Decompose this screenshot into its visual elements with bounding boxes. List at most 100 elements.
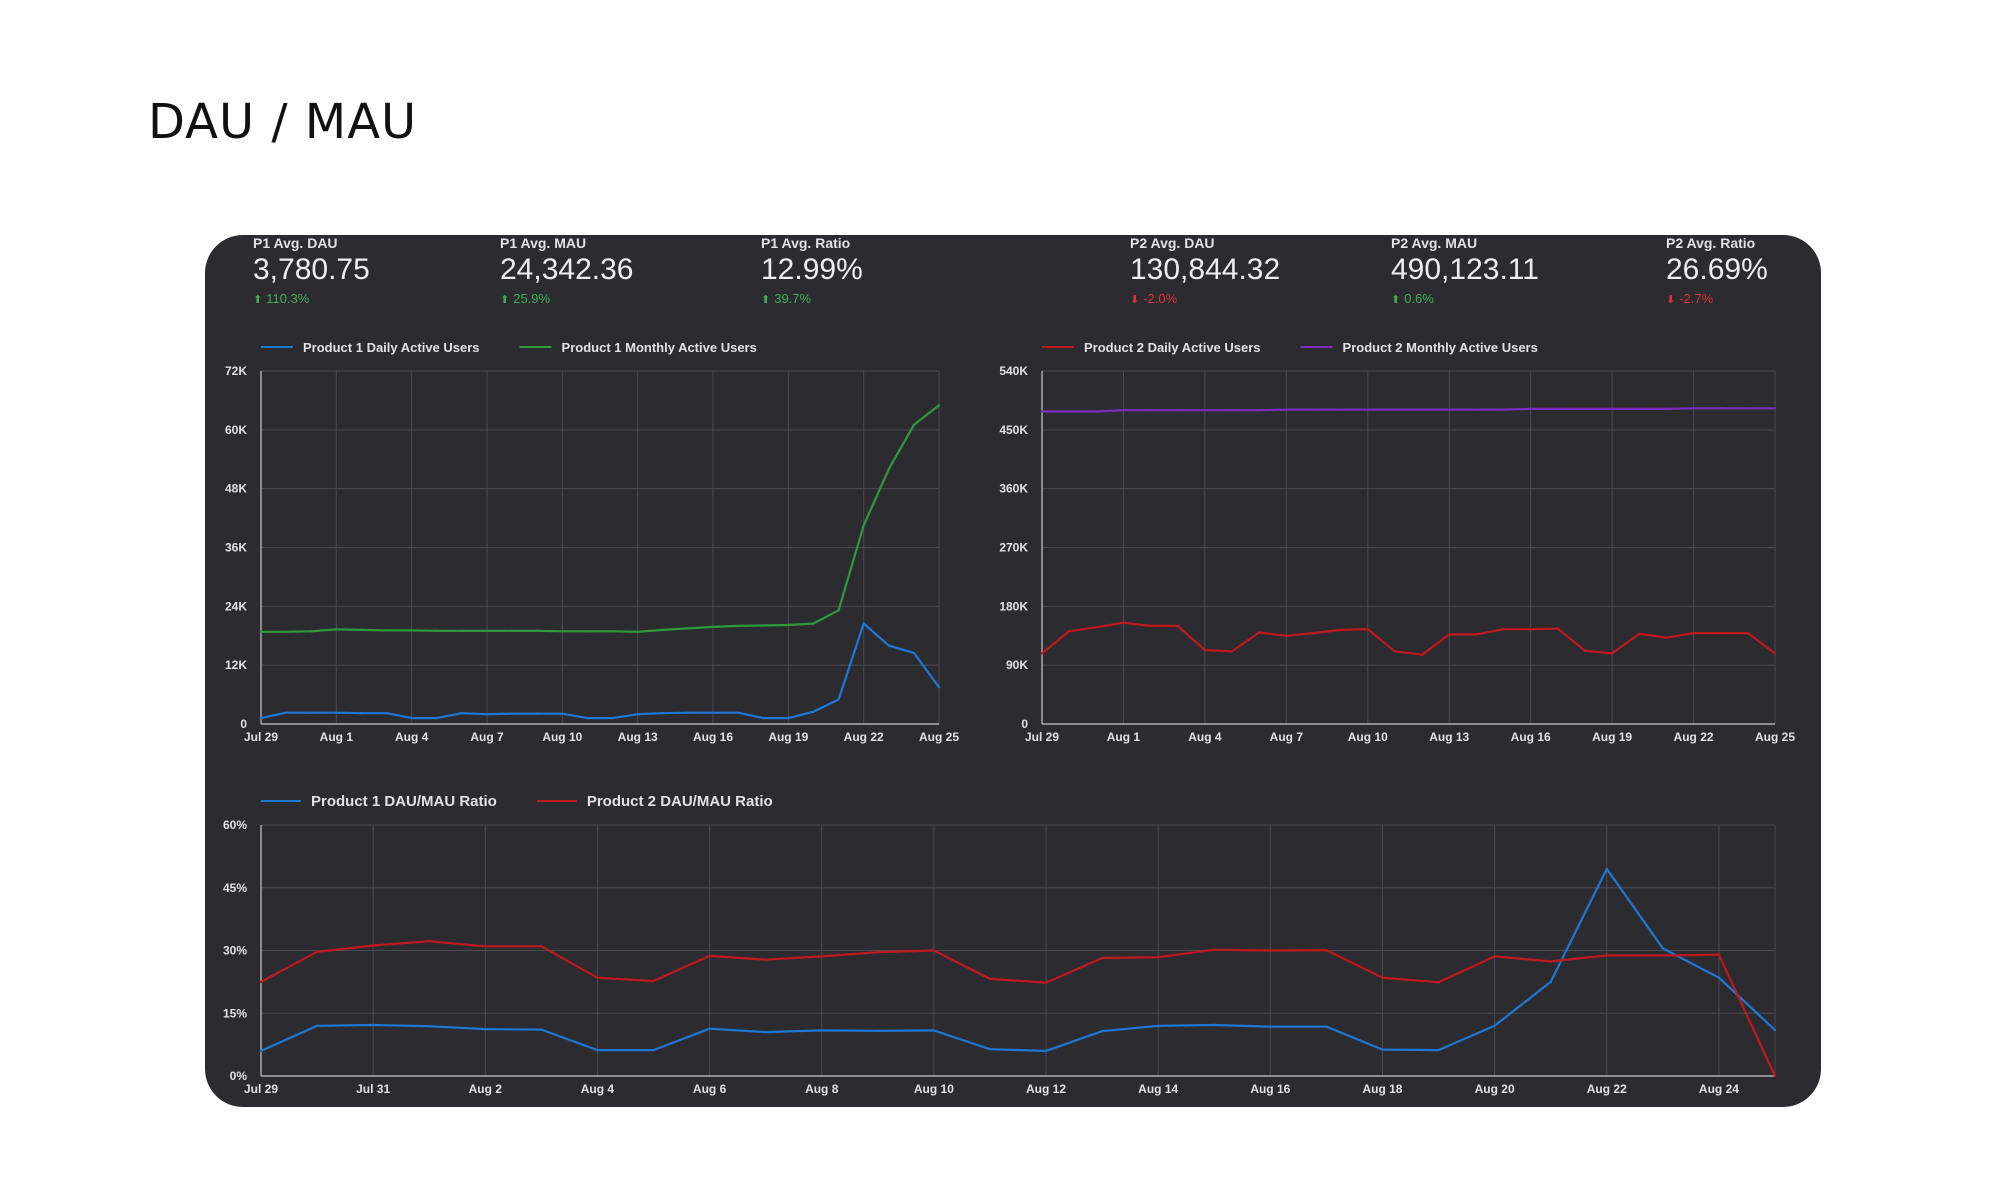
data-point [686, 627, 690, 630]
data-point [1176, 624, 1179, 628]
data-point [1156, 955, 1160, 959]
data-point [611, 716, 614, 720]
data-point [335, 711, 338, 714]
data-point [536, 629, 539, 633]
data-point [259, 1049, 263, 1053]
y-tick-label: 24K [225, 599, 247, 613]
data-point [536, 712, 539, 715]
data-point [315, 1024, 319, 1027]
data-point [876, 1029, 880, 1033]
x-tick-label: Aug 4 [395, 730, 429, 744]
data-point [1746, 631, 1750, 635]
data-point [1230, 409, 1234, 412]
data-point [661, 712, 664, 715]
x-tick-label: Aug 16 [1250, 1082, 1290, 1096]
data-point [1325, 1025, 1328, 1028]
data-point [1529, 628, 1532, 631]
data-point [1692, 631, 1695, 635]
data-point [611, 630, 614, 633]
data-point [1366, 408, 1369, 411]
data-point [661, 628, 664, 632]
data-point [259, 980, 263, 984]
data-point [1692, 407, 1695, 410]
kpi-delta: ⬆ 0.6% [1391, 291, 1434, 306]
data-point [1448, 633, 1451, 636]
data-point [1257, 631, 1261, 634]
y-tick-label: 180K [999, 599, 1028, 613]
data-point [284, 630, 288, 634]
data-point [787, 716, 790, 720]
data-point [1773, 1074, 1777, 1078]
data-point [1095, 626, 1098, 629]
dashboard-panel: P1 Avg. DAU 3,780.75 ⬆ 110.3% P1 Avg. MAU… [205, 235, 1821, 1107]
data-point [887, 467, 890, 471]
y-tick-label: 0 [240, 717, 247, 731]
data-point [988, 1048, 992, 1051]
data-point [887, 644, 890, 647]
kpi-label: P1 Avg. MAU [500, 235, 587, 251]
data-point [1773, 652, 1777, 655]
data-point [764, 958, 767, 961]
x-tick-label: Aug 2 [469, 1082, 503, 1096]
data-point [1040, 410, 1044, 413]
kpi-delta-value: -2.0% [1143, 291, 1178, 306]
data-point [485, 629, 489, 633]
data-point [259, 716, 263, 720]
p1-users-chart: 0 12K 24K 36K 48K 60K 72K Jul 29 Aug 1 Aug 4 Aug 7… [225, 340, 959, 744]
data-point [1638, 632, 1641, 635]
data-point [1381, 1048, 1384, 1051]
x-tick-label: Aug 19 [768, 730, 808, 744]
data-point [708, 1027, 711, 1030]
data-point [1610, 407, 1614, 411]
kpi-label: P1 Avg. Ratio [761, 235, 851, 251]
data-point [1312, 408, 1315, 411]
data-point [1475, 408, 1478, 411]
series-line [260, 622, 940, 720]
data-point [862, 524, 865, 527]
data-point [1393, 650, 1397, 653]
trend-arrow-icon: ⬇ [1130, 294, 1140, 306]
data-point [1448, 408, 1451, 411]
y-tick-label: 60K [225, 423, 247, 437]
y-tick-label: 30% [223, 944, 247, 958]
x-tick-label: Aug 16 [1511, 730, 1551, 744]
data-point [1773, 407, 1777, 410]
data-point [385, 629, 388, 632]
kpi-delta-value: -2.7% [1679, 291, 1714, 306]
data-point [1717, 953, 1721, 956]
y-tick-label: 36K [225, 541, 247, 555]
data-point [1638, 407, 1641, 411]
data-point [1556, 627, 1560, 630]
kpi-value: 130,844.32 [1130, 253, 1281, 286]
data-point [315, 950, 319, 953]
trend-arrow-icon: ⬇ [1666, 294, 1676, 306]
x-tick-label: Aug 13 [618, 730, 658, 744]
x-tick-label: Aug 22 [1674, 730, 1714, 744]
x-tick-label: Aug 1 [1107, 730, 1141, 744]
data-point [636, 712, 639, 716]
data-point [762, 624, 765, 627]
kpi-delta: ⬇ -2.7% [1666, 291, 1713, 306]
series-line [260, 940, 1776, 1077]
data-point [1717, 976, 1721, 979]
data-point [1493, 955, 1496, 958]
data-point [1437, 1048, 1440, 1052]
data-point [736, 711, 740, 714]
data-point [1583, 407, 1587, 411]
x-tick-label: Aug 6 [693, 1082, 727, 1096]
data-point [1213, 948, 1216, 951]
data-point [686, 711, 690, 714]
trend-arrow-icon: ⬆ [500, 294, 510, 306]
x-tick-label: Aug 19 [1592, 730, 1632, 744]
data-point [1420, 653, 1424, 656]
data-point [360, 628, 363, 632]
data-point [1605, 954, 1608, 957]
data-point [1285, 408, 1288, 411]
data-point [876, 950, 880, 954]
kpi-delta-value: 39.7% [774, 291, 812, 306]
data-point [561, 712, 564, 715]
data-point [1493, 1024, 1496, 1027]
y-tick-label: 540K [999, 364, 1028, 378]
x-tick-label: Aug 12 [1026, 1082, 1066, 1096]
data-point [820, 1029, 823, 1032]
